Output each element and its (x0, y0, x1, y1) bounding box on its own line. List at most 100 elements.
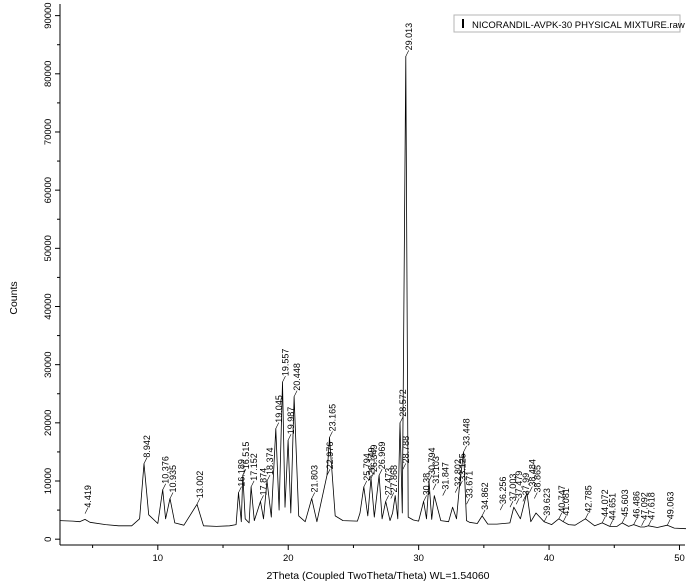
annotation-label: 27.868 (389, 465, 399, 493)
annotation-label: 28.572 (398, 389, 408, 417)
series-layer (59, 56, 686, 530)
annotation-leader (378, 469, 383, 476)
annotation-leader (522, 495, 527, 502)
annotation-label: 38.484 (527, 459, 537, 487)
annotation-leader (533, 492, 538, 499)
x-tick-label: 10 (153, 553, 164, 564)
annotation-label: 29.013 (404, 23, 414, 51)
annotation-leader (196, 498, 201, 505)
annotation-label: 31.103 (431, 456, 441, 484)
annotation-label: 41.081 (561, 488, 571, 516)
annotation-leader (363, 480, 368, 487)
annotation-leader (529, 486, 533, 493)
y-tick-label: 0 (43, 537, 54, 542)
y-tick-label: 10000 (43, 468, 54, 494)
legend-label: NICORANDIL-AVPK-30 PHYSICAL MIXTURE.raw (472, 20, 685, 31)
annotation-leader (601, 516, 606, 524)
annotation-leader (481, 509, 486, 517)
annotation-label: 17.152 (249, 453, 259, 481)
annotation-leader (329, 431, 333, 438)
annotation-leader (609, 520, 613, 527)
x-tick-label: 20 (283, 553, 294, 564)
x-tick-label: 50 (674, 553, 685, 564)
annotation-leader (543, 515, 548, 522)
annotation-label: 4.419 (83, 485, 93, 508)
annotation-label: 30.38 (422, 473, 432, 496)
annotation-label: 40.747 (557, 485, 567, 513)
annotation-label: 27.473 (384, 468, 394, 496)
annotation-label: 21.803 (310, 465, 320, 493)
annotation-leader (428, 474, 433, 482)
annotation-leader (432, 483, 437, 490)
x-tick-label: 40 (544, 553, 555, 564)
annotation-label: 19.557 (281, 349, 291, 377)
annotation-label: 10.376 (161, 456, 171, 484)
annotation-label: 44.651 (608, 493, 618, 521)
annotation-label: 19.987 (286, 407, 296, 435)
y-tick-label: 70000 (43, 119, 54, 145)
annotation-label: 36.256 (498, 477, 508, 505)
annotation-label: 23.165 (328, 404, 338, 432)
annotation-leader (454, 486, 459, 493)
annotation-leader (84, 507, 89, 514)
annotation-leader (370, 471, 375, 479)
annotation-label: 44.072 (600, 489, 610, 517)
annotation-label: 26.149 (366, 447, 376, 475)
annotation-leader (260, 495, 264, 502)
annotation-leader (390, 492, 395, 499)
annotation-label: 10.935 (168, 465, 178, 493)
annotation-leader (558, 512, 563, 519)
annotation-leader (459, 480, 463, 487)
annotation-label: 33.125 (457, 453, 467, 481)
annotation-label: 26.349 (369, 445, 379, 473)
annotation-label: 46.486 (632, 491, 642, 519)
annotation-label: 16.189 (237, 459, 247, 487)
annotation-label: 47.618 (646, 492, 656, 520)
annotation-leader (648, 519, 652, 526)
annotation-label: 8.942 (142, 435, 152, 458)
annotation-leader (423, 495, 427, 502)
annotation-leader (169, 492, 174, 499)
annotation-leader (621, 516, 626, 524)
y-tick-label: 80000 (43, 61, 54, 87)
annotation-label: 18.374 (265, 447, 275, 475)
annotation-label: 42.785 (583, 485, 593, 513)
annotation-label: 49.063 (665, 492, 675, 520)
annotation-label: 39.623 (542, 488, 552, 516)
annotation-leader (143, 457, 148, 464)
annotation-label: 30.794 (427, 447, 437, 475)
annotation-leader (385, 495, 389, 502)
annotation-label: 32.802 (453, 459, 463, 487)
annotation-label: 33.671 (465, 471, 475, 499)
annotation-label: 45.603 (620, 489, 630, 517)
annotation-label: 33.448 (462, 418, 472, 446)
series-line (59, 56, 686, 530)
ticks-layer: 10 20 30 40 50 0 10000 20000 30000 40000 50000 6000… (43, 2, 685, 564)
annotation-label: 13.002 (195, 471, 205, 499)
annotation-label: 19.045 (274, 395, 284, 423)
annotation-leader (275, 422, 280, 429)
annotation-label: 38.865 (532, 465, 542, 493)
y-tick-label: 40000 (43, 293, 54, 319)
annotation-leader (499, 503, 504, 511)
annotation-label: 28.788 (401, 436, 411, 464)
annotation-leader (266, 474, 271, 482)
annotation-leader (250, 480, 255, 487)
annotation-leader (562, 515, 567, 522)
annotation-leader (311, 492, 316, 499)
y-tick-label: 60000 (43, 177, 54, 203)
annotation-label: 37.479 (514, 471, 524, 499)
y-tick-label: 20000 (43, 410, 54, 436)
annotation-label: 26.969 (377, 442, 387, 470)
annotation-label: 16.515 (241, 442, 251, 470)
annotation-leader (287, 434, 292, 441)
annotation-leader (585, 512, 589, 519)
annotation-leader (463, 445, 467, 453)
annotation-label: 17.874 (259, 468, 269, 496)
annotation-leader (402, 463, 407, 470)
annotation-label: 20.448 (292, 363, 302, 391)
annotation-leader (466, 498, 470, 505)
